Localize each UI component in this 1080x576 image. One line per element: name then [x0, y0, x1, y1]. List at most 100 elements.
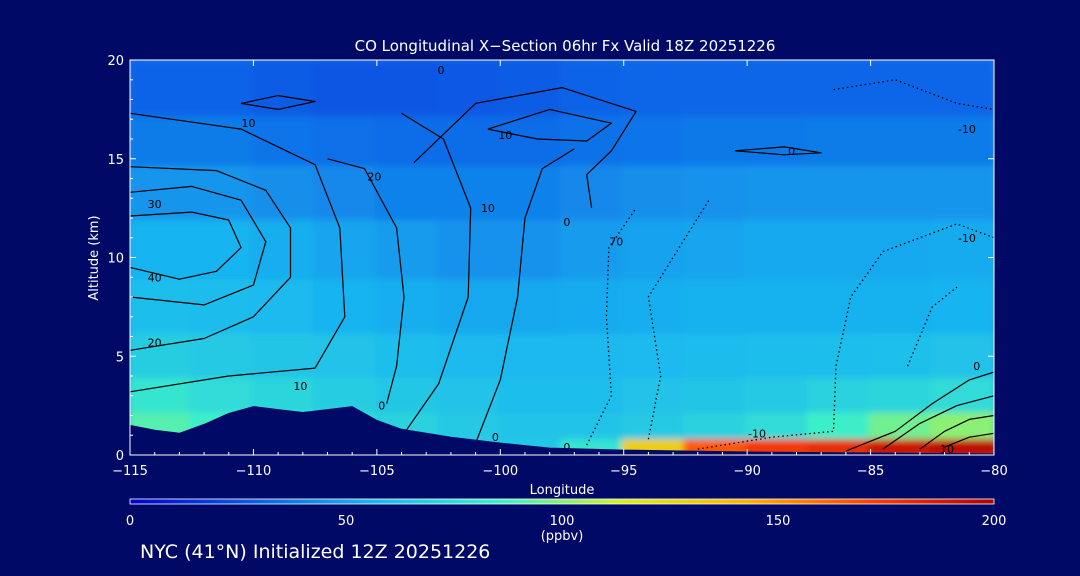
contour-line [130, 166, 292, 351]
field-cell [436, 408, 503, 440]
field-cell [930, 161, 994, 220]
contour-label: 10 [293, 380, 307, 393]
contour-label: -10 [958, 123, 976, 136]
x-axis-label: Longitude [530, 483, 595, 498]
field-cell [560, 275, 626, 334]
field-cell [130, 161, 194, 220]
field-cell [745, 275, 811, 334]
field-cell [560, 408, 626, 440]
field-cell [498, 329, 564, 378]
contour-label: 20 [367, 171, 381, 184]
colorbar-unit-label: (ppbv) [541, 529, 584, 544]
field-cell [930, 275, 994, 334]
colorbar-tick-label: 0 [126, 514, 134, 529]
x-axis: −115 −110 −105 −100 −95 −90 −85 −80 [112, 60, 1008, 479]
field-cell [930, 374, 994, 413]
field-cell [374, 112, 441, 166]
contour-label: 0 [563, 216, 570, 229]
field-cell [930, 60, 994, 117]
contour-line [240, 95, 316, 110]
field-cell [313, 374, 379, 413]
field-cell [130, 216, 194, 280]
field-cell [683, 435, 750, 455]
colorbar-ramp [129, 498, 995, 505]
field-cell [313, 161, 379, 220]
plot-area: 10 10 0 20 30 40 20 10 0 70 10 0 0 0 0 -10 -10 0 -10 10 [130, 60, 994, 456]
contour-label: 20 [148, 336, 162, 349]
field-cell [560, 161, 626, 220]
contour-label: 30 [148, 198, 162, 211]
x-tick-label: −100 [482, 464, 518, 479]
contour-line [586, 207, 637, 446]
contour-label: 10 [498, 129, 512, 142]
field-cell [560, 374, 626, 413]
field-cell [436, 112, 503, 166]
co-concentration-field [130, 60, 994, 455]
field-cell [806, 216, 873, 280]
field-cell [806, 161, 873, 220]
field-cell [436, 161, 503, 220]
contour-label: 0 [973, 360, 980, 373]
field-cell [498, 216, 564, 280]
contour-line [944, 432, 994, 448]
field-cell [930, 216, 994, 280]
field-cell [313, 216, 379, 280]
field-cell [621, 329, 688, 378]
y-tick-label: 5 [116, 350, 124, 365]
field-cell [189, 161, 256, 220]
contour-label: 0 [492, 431, 499, 444]
contour-label: 70 [609, 236, 623, 249]
x-tick-label: −80 [980, 464, 1007, 479]
field-cell [130, 112, 194, 166]
field-cell [313, 329, 379, 378]
field-cell [436, 374, 503, 413]
contour-label: 0 [438, 64, 445, 77]
field-cell [621, 374, 688, 413]
contour-line [487, 108, 612, 142]
contour-line [130, 185, 267, 306]
contour-label: 10 [940, 443, 954, 456]
field-cell [621, 112, 688, 166]
colorbar-tick-label: 150 [766, 514, 791, 529]
contour-label: -10 [748, 427, 766, 440]
field-cell [621, 408, 688, 440]
x-tick-label: −95 [610, 464, 637, 479]
field-cell [498, 112, 564, 166]
contour-label: 0 [378, 400, 385, 413]
colorbar-ticks: 0 50 100 150 200 [126, 514, 1007, 529]
field-cell [313, 112, 379, 166]
field-cell [374, 60, 441, 117]
field-cell [436, 60, 503, 117]
contour-label: 10 [241, 117, 255, 130]
colorbar-tick-label: 100 [550, 514, 575, 529]
field-cell [621, 161, 688, 220]
contour-line [475, 148, 575, 444]
field-cell [806, 112, 873, 166]
field-cell [436, 329, 503, 378]
field-cell [745, 60, 811, 117]
field-cell [806, 60, 873, 117]
terrain-mask [130, 406, 994, 455]
field-cell [313, 275, 379, 334]
field-cell [806, 275, 873, 334]
field-cell [806, 374, 873, 413]
field-cell [130, 60, 194, 117]
field-cell [313, 60, 379, 117]
field-cell [930, 112, 994, 166]
field-cell [683, 60, 750, 117]
field-cell [683, 329, 750, 378]
field-cell [868, 161, 935, 220]
field-cell [374, 216, 441, 280]
field-cell [683, 161, 750, 220]
field-cell [621, 275, 688, 334]
contour-line [130, 211, 242, 280]
field-cell [745, 216, 811, 280]
field-cell [560, 112, 626, 166]
contour-label: -10 [958, 232, 976, 245]
field-cell [498, 408, 564, 440]
contour-line [882, 395, 994, 450]
contour-line [845, 371, 994, 452]
field-cell [621, 216, 688, 280]
field-cell [374, 329, 441, 378]
